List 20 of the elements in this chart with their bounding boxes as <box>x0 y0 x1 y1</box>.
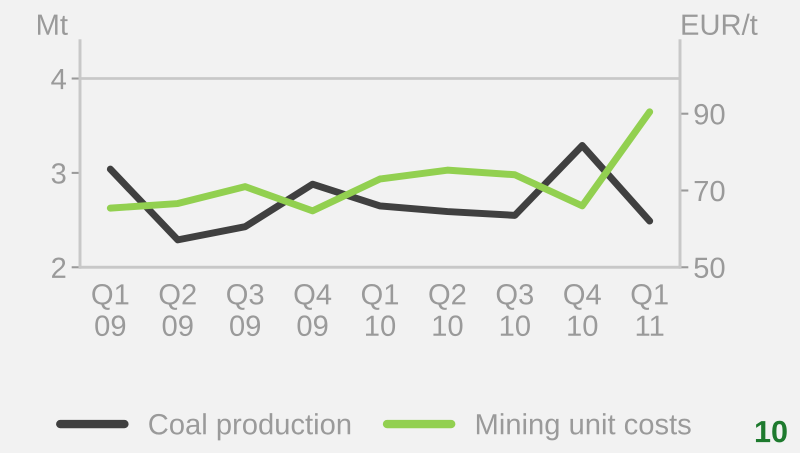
y-tick-label: 2 <box>52 257 66 278</box>
x-tick-label: Q2 10 <box>429 284 466 336</box>
text: 10 <box>756 420 787 442</box>
x-tick-label: Q3 10 <box>496 284 534 336</box>
legend-label: Coal production <box>149 413 350 440</box>
legend-label: Mining unit costs <box>476 413 691 440</box>
x-tick-label: Q4 10 <box>564 284 601 336</box>
y-tick-label: 3 <box>52 163 66 184</box>
y-tick-label: 4 <box>51 69 66 90</box>
x-tick-label: Q1 11 <box>632 284 668 336</box>
y-axis-title: Mt <box>38 14 68 35</box>
x-tick-label: Q4 09 <box>294 284 332 336</box>
x-tick-label: Q1 10 <box>362 284 398 336</box>
x-tick-label: Q3 09 <box>227 284 264 336</box>
x-tick-label: Q1 09 <box>92 284 128 336</box>
x-tick-label: Q2 09 <box>160 284 196 336</box>
y2-axis-title: EUR/t <box>682 14 758 36</box>
y2-tick-label: 90 <box>694 104 724 125</box>
y2-tick-label: 50 <box>694 257 724 278</box>
y2-tick-label: 70 <box>694 180 724 202</box>
